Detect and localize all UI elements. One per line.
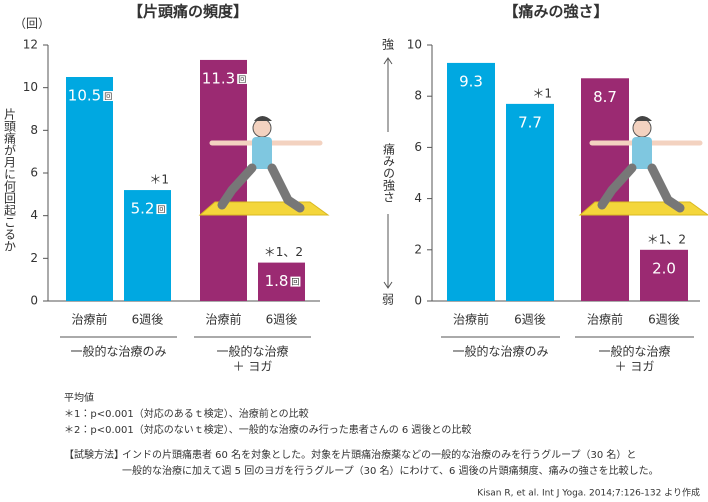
y-axis-label: 痛みの強さ <box>382 143 396 203</box>
bar <box>66 77 113 301</box>
value-unit: 回 <box>291 278 299 287</box>
annotation: ＊1、2 <box>647 232 686 246</box>
y-axis-label: 片頭痛が月に何回起こるか <box>3 108 17 252</box>
y-tick-label: 8 <box>414 89 422 103</box>
value-unit: 回 <box>157 205 165 214</box>
value-label: 11.3 <box>202 69 235 87</box>
value-unit: 回 <box>104 92 112 101</box>
value-label: 1.8 <box>265 272 289 290</box>
group-label: 一般的な治療のみ <box>452 344 548 359</box>
y-tick-label: 10 <box>407 38 422 52</box>
y-tick-label: 2 <box>414 242 422 256</box>
y-tick-label: 0 <box>414 294 422 308</box>
value-label: 7.7 <box>518 113 542 131</box>
bar <box>640 249 688 301</box>
value-label: 10.5 <box>68 87 101 105</box>
method-text: インドの片頭痛患者 60 名を対象とした。対象を片頭痛治療薬などの一般的な治療の… <box>122 448 636 461</box>
yoga-figure <box>198 116 330 216</box>
footnote: ＊1：p<0.001（対応のあるｔ検定）、治療前との比較 <box>64 407 309 420</box>
group-label: 一般的な治療のみ <box>70 344 166 359</box>
y-top-label: 強 <box>382 38 394 52</box>
y-tick-label: 4 <box>30 208 38 222</box>
yoga-figure <box>578 116 708 216</box>
method-label: 【試験方法】 <box>64 448 124 461</box>
y-tick-label: 8 <box>30 123 38 137</box>
value-label: 5.2 <box>131 200 155 218</box>
bar <box>447 62 495 301</box>
x-tick-label: 治療前 <box>453 312 489 327</box>
value-unit: 回 <box>238 75 246 84</box>
y-tick-label: 6 <box>30 166 38 180</box>
unit-box <box>156 204 167 215</box>
footnote: 平均値 <box>64 391 94 404</box>
value-label: 8.7 <box>593 88 617 106</box>
y-tick-label: 2 <box>30 251 38 265</box>
bar <box>506 103 554 301</box>
x-tick-label: 治療前 <box>587 312 623 327</box>
value-label: 9.3 <box>459 72 483 90</box>
y-tick-label: 4 <box>414 191 422 205</box>
group-label: ＋ ヨガ <box>615 360 655 374</box>
unit-box <box>237 73 248 84</box>
annotation: ＊1 <box>532 86 552 100</box>
annotation: ＊1 <box>149 173 169 187</box>
source: Kisan R, et al. Int J Yoga. 2014;7:126-1… <box>477 487 700 499</box>
x-tick-label: 6週後 <box>266 313 298 327</box>
chart-title: 【片頭痛の頻度】 <box>128 3 248 21</box>
y-tick-label: 6 <box>414 140 422 154</box>
unit-box <box>103 91 114 101</box>
group-label: ＋ ヨガ <box>233 360 273 374</box>
x-tick-label: 6週後 <box>132 313 164 327</box>
x-tick-label: 治療前 <box>71 312 107 327</box>
unit-box <box>290 276 301 287</box>
y-unit: （回） <box>14 17 50 31</box>
y-tick-label: 12 <box>23 38 38 52</box>
y-tick-label: 0 <box>30 294 38 308</box>
method-text: 一般的な治療に加えて週 5 回のヨガを行うグループ（30 名）にわけて、6 週後… <box>122 464 659 477</box>
annotation: ＊1、2 <box>264 245 303 259</box>
y-bottom-label: 弱 <box>382 293 394 307</box>
x-tick-label: 6週後 <box>514 313 546 327</box>
group-label: 一般的な治療 <box>598 344 670 359</box>
chart-title: 【痛みの強さ】 <box>503 3 608 21</box>
x-tick-label: 治療前 <box>205 312 241 327</box>
footnote: ＊2：p<0.001（対応のないｔ検定）、一般的な治療のみ行った患者さんの 6 … <box>64 423 471 436</box>
arrow <box>383 57 393 289</box>
y-tick-label: 10 <box>23 80 38 94</box>
group-label: 一般的な治療 <box>216 344 288 359</box>
value-label: 2.0 <box>652 259 676 277</box>
bar <box>581 78 629 301</box>
x-tick-label: 6週後 <box>648 313 680 327</box>
